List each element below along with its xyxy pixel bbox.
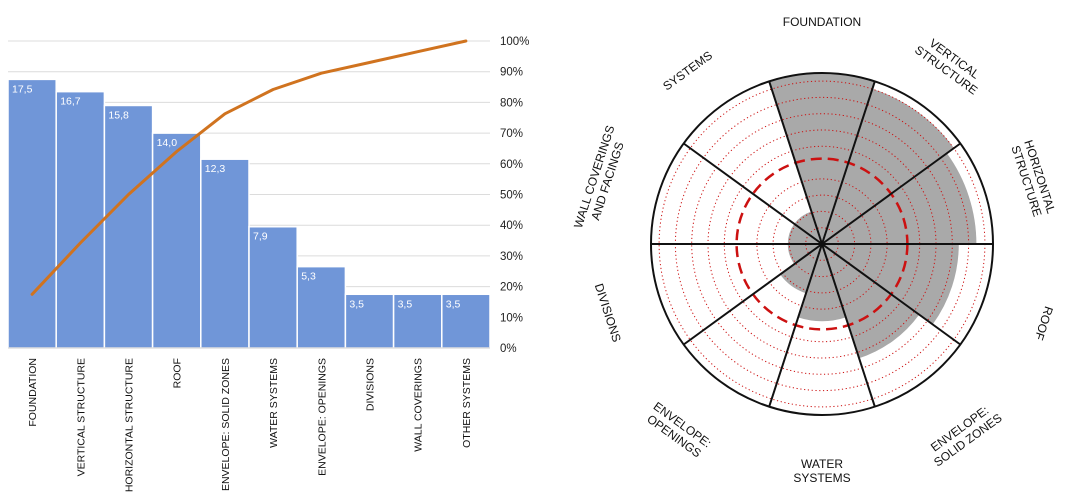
bar-value-label: 17,5 (12, 83, 33, 95)
right-axis-tick-label: 0% (500, 343, 517, 355)
radar-spoke (683, 243, 823, 346)
radar-category-label: SYSTEMS (660, 48, 715, 93)
category-label: VERTICAL STRUCTURE (75, 358, 87, 476)
radar-spoke (821, 81, 876, 245)
radar-category-label: ROOF (1032, 305, 1056, 342)
radar-category-label: VERTICALSTRUCTURE (912, 31, 988, 97)
bar-value-label: 16,7 (60, 96, 81, 108)
category-label: ROOF (172, 358, 184, 388)
bar (7, 78, 57, 349)
bar-value-label: 5,3 (301, 271, 316, 283)
radar-category-label: WATER SYSTEMS (793, 457, 850, 485)
category-label: ENVELOPE: OPENINGS (316, 358, 328, 476)
radar-sector (794, 211, 822, 244)
radar-category-label: HORIZONTALSTRUCTURE (1008, 138, 1058, 220)
bar-value-label: 12,3 (205, 163, 226, 175)
right-axis-tick-label: 20% (500, 282, 523, 294)
radar-label-line: WATER (801, 457, 843, 471)
bar (441, 293, 491, 349)
radar-spoke (768, 243, 823, 407)
bar (296, 265, 347, 349)
radar-category-label: ENVELOPE:SOLID ZONES (923, 399, 1005, 469)
cumulative-line (30, 39, 468, 296)
bar-value-label: 15,8 (108, 109, 129, 121)
right-axis-tick-label: 60% (500, 159, 523, 171)
radar-spoke (683, 142, 823, 245)
right-axis-tick-label: 90% (500, 67, 523, 79)
radar-label-line: SYSTEMS (793, 471, 850, 485)
radar-chart: FOUNDATION VERTICALSTRUCTURE HORIZONTALSTR… (571, 15, 1058, 485)
radar-spoke (821, 142, 961, 245)
category-label: OTHER SYSTEMS (461, 358, 473, 448)
radar-sector (822, 153, 977, 244)
radar-sector (822, 244, 920, 359)
category-label: FOUNDATION (27, 358, 39, 427)
right-axis-tick-label: 70% (500, 128, 523, 140)
bar-value-label: 7,9 (253, 231, 268, 243)
radar-sector (798, 244, 846, 322)
radar-sector (822, 88, 954, 244)
radar-spoke (821, 243, 876, 407)
radar-sector (822, 244, 959, 325)
bar (55, 90, 106, 349)
radar-category-label: ENVELOPE:OPENINGS (642, 399, 713, 462)
radar-spoke (821, 243, 961, 346)
category-label: WALL COVERINGS (413, 358, 425, 452)
radar-category-label: FOUNDATION (783, 15, 861, 29)
right-axis-tick-label: 10% (500, 312, 523, 324)
right-axis-tick-label: 40% (500, 220, 523, 232)
right-axis-tick-label: 80% (500, 97, 523, 109)
bar-value-label: 3,5 (349, 298, 364, 310)
radar-category-label: WALL COVERINGSAND FACINGS (571, 124, 631, 235)
bar (248, 225, 298, 349)
bar-value-label: 3,5 (398, 298, 413, 310)
bar (151, 132, 202, 349)
radar-spoke (768, 81, 823, 245)
bar (200, 158, 250, 349)
category-label: HORIZONTAL STRUCTURE (124, 358, 136, 492)
bar-value-label: 14,0 (157, 137, 178, 149)
category-label: WATER SYSTEMS (268, 358, 280, 448)
bar-value-label: 3,5 (446, 298, 461, 310)
radar-category-label: DIVISIONS (592, 282, 624, 344)
right-axis-tick-label: 100% (500, 36, 529, 48)
bar (103, 104, 154, 349)
category-label: ENVELOPE: SOLID ZONES (220, 358, 232, 491)
bar (392, 293, 443, 349)
pareto-chart: 0% 10% 20% 30% 40% 50% 60% 70% 80% 90% 100% 17,5 FOU… (7, 36, 529, 492)
category-label: DIVISIONS (365, 358, 377, 411)
right-axis-tick-label: 30% (500, 251, 523, 263)
radar-outline (650, 72, 994, 416)
right-axis-tick-label: 50% (500, 190, 523, 202)
